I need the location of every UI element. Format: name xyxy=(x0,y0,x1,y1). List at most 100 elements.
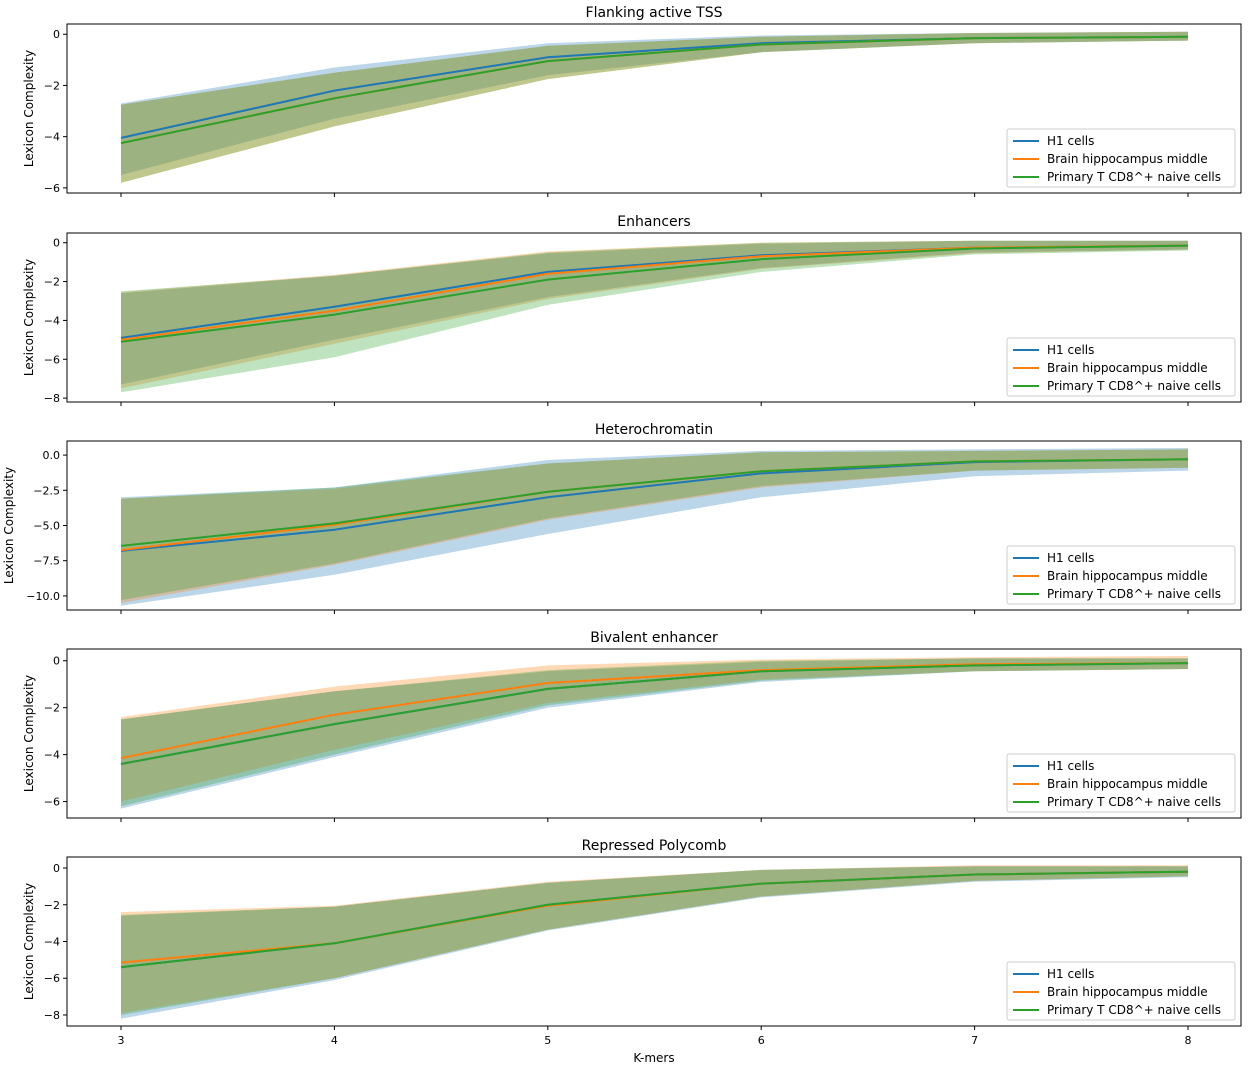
legend-entry: Primary T CD8^+ naive cells xyxy=(1047,379,1221,393)
legend: H1 cells Brain hippocampus middle Primary … xyxy=(1006,337,1236,397)
plot-area xyxy=(120,31,1189,183)
series-line-3 xyxy=(120,662,1189,765)
y-tick-label: 0 xyxy=(53,655,60,668)
y-tick-label: −6 xyxy=(44,182,60,195)
legend-entry: Brain hippocampus middle xyxy=(1047,985,1208,999)
y-tick-label: −8 xyxy=(44,1009,60,1022)
subplot-title: Flanking active TSS xyxy=(586,5,723,21)
legend-entry: H1 cells xyxy=(1047,967,1094,981)
subplot-title: Heterochromatin xyxy=(595,422,713,438)
x-tick-label: 8 xyxy=(1185,1034,1192,1047)
subplot-title: Repressed Polycomb xyxy=(582,838,727,854)
axes-frame xyxy=(66,232,1242,403)
x-tick-label: 3 xyxy=(118,1034,125,1047)
legend-box xyxy=(1006,961,1236,1021)
legend-entry: Brain hippocampus middle xyxy=(1047,361,1208,375)
x-tick-label: 4 xyxy=(331,1034,338,1047)
y-tick-label: −4 xyxy=(44,936,60,949)
band-3 xyxy=(121,240,1188,393)
y-tick-label: −2 xyxy=(44,79,60,92)
band-1 xyxy=(121,240,1188,385)
plot-area xyxy=(120,656,1189,809)
series-line-3 xyxy=(120,35,1189,145)
x-tick-label: 7 xyxy=(971,1034,978,1047)
y-axis-label: Lexicon Complexity xyxy=(22,883,36,1000)
legend-entry: H1 cells xyxy=(1047,343,1094,357)
y-tick-label: −2 xyxy=(44,899,60,912)
y-tick-label: −4 xyxy=(44,314,60,327)
y-tick-label: −4 xyxy=(44,131,60,144)
legend-entry: H1 cells xyxy=(1047,134,1094,148)
band-3 xyxy=(121,31,1188,183)
legend-entry: Primary T CD8^+ naive cells xyxy=(1047,170,1221,184)
band-1 xyxy=(121,866,1188,1019)
legend-entry: Primary T CD8^+ naive cells xyxy=(1047,795,1221,809)
y-axis-label: Lexicon Complexity xyxy=(22,675,36,792)
subplot-title: Bivalent enhancer xyxy=(590,630,718,646)
plot-area xyxy=(120,865,1189,1019)
band-2 xyxy=(121,449,1188,603)
band-2 xyxy=(121,240,1188,389)
plot-area xyxy=(120,448,1189,606)
y-tick-label: −2 xyxy=(44,276,60,289)
band-1 xyxy=(121,658,1188,809)
legend-entry: H1 cells xyxy=(1047,759,1094,773)
legend-entry: Brain hippocampus middle xyxy=(1047,569,1208,583)
y-tick-label: −4 xyxy=(44,749,60,762)
y-axis-label: Lexicon Complexity xyxy=(22,50,36,167)
legend-box xyxy=(1006,545,1236,605)
legend-entry: H1 cells xyxy=(1047,551,1094,565)
y-tick-label: −6 xyxy=(44,796,60,809)
band-1 xyxy=(121,31,1188,176)
axes-frame xyxy=(66,648,1242,819)
legend: H1 cells Brain hippocampus middle Primary … xyxy=(1006,545,1236,605)
x-axis-label: K-mers xyxy=(633,1051,674,1065)
band-3 xyxy=(121,449,1188,601)
band-1 xyxy=(121,448,1188,606)
legend: H1 cells Brain hippocampus middle Primary … xyxy=(1006,753,1236,813)
legend-entry: Brain hippocampus middle xyxy=(1047,152,1208,166)
subplot-title: Enhancers xyxy=(617,214,690,230)
y-tick-label: 0 xyxy=(53,237,60,250)
legend-entry: Primary T CD8^+ naive cells xyxy=(1047,587,1221,601)
legend-entry: Brain hippocampus middle xyxy=(1047,777,1208,791)
subplots: 0 −2 −4 −6 Flanking active TSS Lexicon Comple… xyxy=(2,5,1242,1047)
band-2 xyxy=(121,865,1188,1014)
subplot-4: 0 −2 −4 −6 Bivalent enhancer Lexicon Complexi… xyxy=(22,630,1242,822)
band-3 xyxy=(121,866,1188,1015)
legend-box xyxy=(1006,337,1236,397)
subplot-2: 0 −2 −4 −6 −8 Enhancers Lexicon Complexity H1 c… xyxy=(22,214,1242,406)
band-2 xyxy=(121,656,1188,802)
legend-entry: Primary T CD8^+ naive cells xyxy=(1047,1003,1221,1017)
legend: H1 cells Brain hippocampus middle Primary … xyxy=(1006,961,1236,1021)
y-tick-label: 0 xyxy=(53,28,60,41)
subplot-5: 0 −2 −4 −6 −8 3 4 5 6 7 8 Repressed Polycomb Lexicon… xyxy=(22,838,1242,1047)
y-tick-label: 0 xyxy=(53,862,60,875)
y-tick-label: 0.0 xyxy=(43,449,61,462)
band-3 xyxy=(121,658,1188,807)
y-tick-label: −6 xyxy=(44,972,60,985)
y-tick-label: −7.5 xyxy=(33,555,60,568)
axes-frame xyxy=(66,23,1242,194)
x-tick-label: 5 xyxy=(544,1034,551,1047)
series-line-3 xyxy=(120,458,1189,547)
legend-box xyxy=(1006,128,1236,188)
y-tick-label: −10.0 xyxy=(26,590,60,603)
legend: H1 cells Brain hippocampus middle Primary … xyxy=(1006,128,1236,188)
x-tick-label: 6 xyxy=(758,1034,765,1047)
y-tick-label: −2.5 xyxy=(33,484,60,497)
y-tick-label: −6 xyxy=(44,353,60,366)
y-axis-label: Lexicon Complexity xyxy=(22,259,36,376)
series-line-3 xyxy=(120,870,1189,969)
y-axis-label: Lexicon Complexity xyxy=(2,467,16,584)
legend-box xyxy=(1006,753,1236,813)
series-line-3 xyxy=(120,244,1189,343)
y-tick-label: −8 xyxy=(44,392,60,405)
band-2 xyxy=(121,31,1188,183)
plot-area xyxy=(120,240,1189,393)
y-tick-label: −5.0 xyxy=(33,520,60,533)
subplot-1: 0 −2 −4 −6 Flanking active TSS Lexicon Comple… xyxy=(22,5,1242,197)
y-tick-label: −2 xyxy=(44,702,60,715)
subplot-3: 0.0 −2.5 −5.0 −7.5 −10.0 Heterochromatin Lexic… xyxy=(2,422,1242,614)
